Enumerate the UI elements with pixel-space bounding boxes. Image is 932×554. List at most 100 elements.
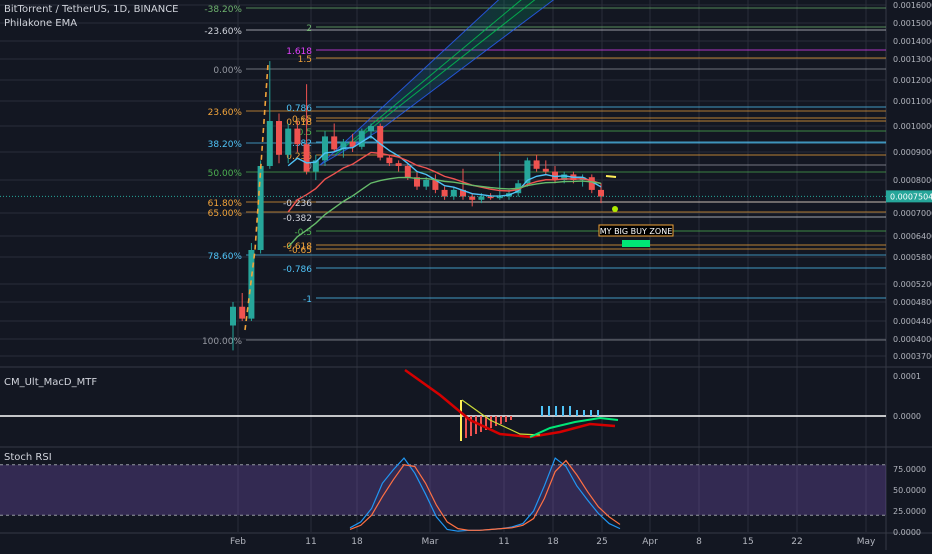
- candle-body: [561, 174, 568, 180]
- macd-hist-bar: [465, 416, 467, 438]
- time-tick-label: 22: [791, 537, 802, 547]
- candle-body: [276, 121, 282, 155]
- candle-body: [349, 141, 356, 147]
- candle-body: [588, 177, 595, 190]
- fib-left-label: 100.00%: [202, 337, 242, 347]
- fib-right-label: -0.65: [289, 246, 312, 256]
- candle-body: [331, 136, 338, 150]
- price-tick-label: 0.0003700: [893, 352, 932, 361]
- fib-right-label: 2: [306, 24, 312, 34]
- candle-body: [496, 196, 503, 199]
- fib-left-label: 23.60%: [208, 108, 243, 118]
- candle-body: [386, 157, 393, 164]
- candle-body: [533, 160, 540, 169]
- macd-hist-bar: [583, 410, 585, 416]
- rsi-pane-title: Stoch RSI: [4, 452, 52, 463]
- rsi-tick-label: 75.0000: [893, 465, 926, 474]
- fib-left-label: -38.20%: [204, 5, 242, 15]
- time-tick-label: 18: [351, 537, 363, 547]
- macd-hist-bar: [505, 416, 507, 422]
- fib-right-label: -0.236: [283, 199, 312, 209]
- fib-left-label: 78.60%: [208, 252, 243, 262]
- price-tick-label: 0.0010000: [893, 122, 932, 131]
- macd-hist-bar: [470, 416, 472, 436]
- macd-hist-bar: [548, 406, 550, 416]
- macd-tick-label: 0.0000: [893, 412, 921, 421]
- time-tick-label: 8: [696, 537, 702, 547]
- ema-line: [287, 151, 602, 213]
- time-tick-label: 11: [498, 537, 509, 547]
- fib-right-label: -0.786: [283, 265, 312, 275]
- fib-right-label: 1.618: [286, 47, 312, 57]
- time-tick-label: Mar: [422, 537, 439, 547]
- buy-zone-box: [598, 224, 674, 237]
- price-tick-label: 0.0012000: [893, 76, 932, 85]
- macd-line-red: [404, 368, 616, 439]
- candle-body: [450, 189, 457, 197]
- price-tick-label: 0.0006400: [893, 232, 932, 241]
- rsi-band: [0, 464, 886, 516]
- rsi-tick-label: 25.0000: [893, 507, 926, 516]
- fib-right-label: -1: [303, 295, 312, 305]
- indicator-title: Philakone EMA: [4, 18, 78, 29]
- price-tick-label: 0.0008000: [893, 176, 932, 185]
- macd-hist-bar: [576, 410, 578, 416]
- rally-dashed-line: [244, 63, 269, 331]
- candle-body: [487, 196, 494, 199]
- price-tick-label: 0.0004800: [893, 298, 932, 307]
- channel-midline: [334, 0, 522, 156]
- channel-midline: [349, 0, 536, 146]
- macd-hist-bar: [569, 406, 571, 416]
- macd-hist-bar: [597, 410, 599, 416]
- macd-hist-bar: [490, 416, 492, 428]
- fib-left-label: 38.20%: [208, 140, 243, 150]
- candle-body: [524, 160, 531, 184]
- fib-right-label: 0.786: [286, 104, 312, 114]
- time-tick-label: Feb: [230, 537, 246, 547]
- fib-right-label: 0.236: [286, 152, 312, 162]
- price-tick-label: 0.0014000: [893, 37, 932, 46]
- symbol-title: BitTorrent / TetherUS, 1D, BINANCE: [4, 4, 179, 15]
- yellow-dash: [605, 175, 617, 178]
- candle-body: [441, 189, 448, 197]
- candle-body: [257, 166, 264, 250]
- time-tick-label: 18: [547, 537, 559, 547]
- macd-hist-bar: [475, 416, 477, 434]
- macd-hist-bar: [495, 416, 497, 426]
- candle-body: [478, 196, 485, 200]
- candle-body: [469, 196, 476, 200]
- price-tick-label: 0.0009000: [893, 148, 932, 157]
- candle-body: [322, 136, 328, 161]
- macd-tick-label: 0.0001: [893, 372, 921, 381]
- price-tick-label: 0.0005800: [893, 253, 932, 262]
- macd-hist-bar: [562, 406, 564, 416]
- rsi-tick-label: 0.0000: [893, 528, 921, 537]
- fib-left-label: 0.00%: [213, 66, 242, 76]
- price-tick-label: 0.0011000: [893, 97, 932, 106]
- fib-left-label: 61.80%: [208, 199, 243, 209]
- last-price-badge: [886, 190, 932, 203]
- macd-line-green: [529, 416, 619, 438]
- price-tick-label: 0.0013000: [893, 55, 932, 64]
- candle-body: [230, 306, 236, 326]
- macd-hist-bar: [500, 416, 502, 424]
- price-tick-label: 0.0004000: [893, 335, 932, 344]
- price-tick-label: 0.0016000: [893, 1, 932, 10]
- candle-body: [377, 126, 384, 158]
- price-tick-label: 0.0007000: [893, 209, 932, 218]
- fib-left-label: -23.60%: [204, 27, 242, 37]
- stoch-d-line: [349, 459, 621, 531]
- price-tick-label: 0.0005200: [893, 280, 932, 289]
- time-tick-label: May: [857, 537, 876, 547]
- candle-body: [404, 166, 411, 178]
- fib-right-label: 0.65: [292, 115, 312, 125]
- candle-body: [368, 126, 374, 132]
- time-tick-label: 11: [305, 537, 316, 547]
- fib-right-label: 1.5: [298, 55, 312, 65]
- price-tick-label: 0.0015000: [893, 19, 932, 28]
- candle-body: [239, 306, 246, 319]
- time-tick-label: 15: [742, 537, 753, 547]
- macd-hist-bar: [555, 406, 557, 416]
